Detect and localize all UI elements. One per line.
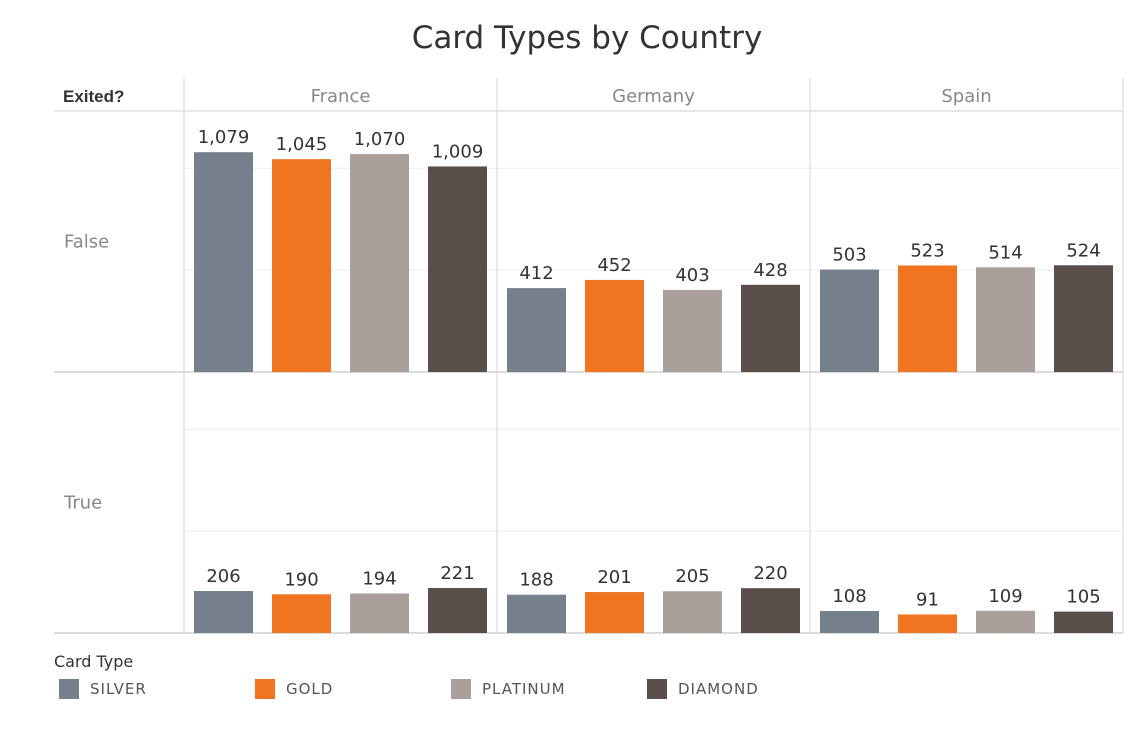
bar-germany-true-platinum [663,591,722,633]
bar-france-true-diamond [428,587,487,633]
data-label: 1,045 [276,134,328,155]
bar-germany-false-silver [507,288,566,372]
column-header-spain: Spain [941,86,991,107]
bar-spain-true-diamond [1054,611,1113,633]
data-label: 221 [440,563,474,584]
data-label: 523 [910,240,944,261]
data-label: 220 [753,563,787,584]
bar-germany-true-silver [507,594,566,633]
legend-label: GOLD [286,680,334,698]
data-label: 503 [832,245,866,266]
bar-france-false-gold [272,159,331,372]
column-header-france: France [311,86,371,107]
bar-germany-false-gold [585,279,644,372]
bar-spain-false-diamond [1054,265,1113,372]
legend-swatch [255,679,275,699]
data-label: 105 [1066,587,1100,608]
bar-germany-false-platinum [663,289,722,372]
legend-label: SILVER [90,680,147,698]
column-header-germany: Germany [612,86,695,107]
data-label: 428 [753,260,787,281]
bar-germany-false-diamond [741,284,800,372]
bar-spain-true-silver [820,611,879,633]
data-label: 412 [519,263,553,284]
data-label: 524 [1066,240,1100,261]
legend-swatch [59,679,79,699]
data-label: 514 [988,242,1022,263]
data-label: 194 [362,568,396,589]
legend-item-silver: SILVER [59,679,147,699]
bar-spain-false-gold [898,265,957,372]
bar-spain-true-platinum [976,610,1035,633]
bar-france-false-platinum [350,154,409,372]
row-label-false: False [64,232,109,253]
bar-spain-true-gold [898,614,957,633]
row-field-header: Exited? [63,87,124,106]
bar-france-true-gold [272,594,331,633]
bar-spain-false-silver [820,269,879,372]
data-label: 190 [284,569,318,590]
data-label: 403 [675,265,709,286]
data-label: 108 [832,586,866,607]
row-label-true: True [63,493,102,514]
legend-title: Card Type [54,652,134,671]
legend-item-platinum: PLATINUM [451,679,566,699]
bar-france-true-silver [194,591,253,633]
legend-label: DIAMOND [678,680,759,698]
bar-france-false-diamond [428,166,487,372]
data-label: 452 [597,255,631,276]
data-label: 1,070 [354,129,406,150]
bar-france-true-platinum [350,593,409,633]
legend-label: PLATINUM [482,680,566,698]
data-label: 206 [206,566,240,587]
bar-spain-false-platinum [976,267,1035,372]
data-label: 201 [597,567,631,588]
data-label: 1,079 [198,127,250,148]
bar-germany-true-diamond [741,588,800,633]
legend-swatch [451,679,471,699]
data-label: 205 [675,566,709,587]
data-label: 91 [916,589,939,610]
data-label: 109 [988,586,1022,607]
chart-title: Card Types by Country [411,20,763,56]
bar-germany-true-gold [585,592,644,633]
chart-plot: Exited? France Germany Spain False True 1,079 1… [54,78,1124,634]
data-label: 1,009 [432,141,484,162]
legend-item-diamond: DIAMOND [647,679,759,699]
data-label: 188 [519,570,553,591]
legend-swatch [647,679,667,699]
bar-france-false-silver [194,152,253,372]
legend-item-gold: GOLD [255,679,333,699]
